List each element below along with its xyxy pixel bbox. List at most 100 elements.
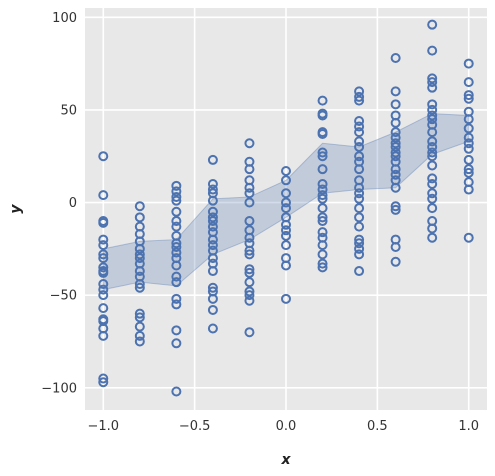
data-point bbox=[98, 290, 109, 301]
data-point bbox=[207, 240, 218, 251]
data-point bbox=[134, 330, 145, 341]
data-point bbox=[390, 53, 401, 64]
data-point bbox=[390, 141, 401, 152]
data-point bbox=[98, 262, 109, 273]
data-point bbox=[317, 151, 328, 162]
data-point bbox=[427, 141, 438, 152]
data-point bbox=[463, 184, 474, 195]
data-point bbox=[171, 386, 182, 397]
data-point bbox=[98, 217, 109, 228]
data-point bbox=[317, 128, 328, 139]
data-point bbox=[317, 164, 328, 175]
y-axis-label: y bbox=[8, 204, 24, 214]
data-point bbox=[244, 216, 255, 227]
data-point bbox=[427, 151, 438, 162]
data-point bbox=[354, 238, 365, 249]
data-point bbox=[244, 277, 255, 288]
data-point bbox=[463, 138, 474, 149]
data-point bbox=[98, 151, 109, 162]
data-point bbox=[390, 132, 401, 143]
data-point bbox=[317, 193, 328, 204]
data-point bbox=[281, 203, 291, 214]
data-point bbox=[463, 90, 474, 101]
data-point bbox=[317, 249, 328, 260]
data-point bbox=[427, 203, 438, 214]
data-point bbox=[281, 230, 291, 241]
data-point bbox=[354, 212, 365, 223]
data-point bbox=[463, 114, 474, 125]
data-point bbox=[281, 188, 291, 199]
data-point bbox=[463, 93, 474, 104]
data-point bbox=[134, 243, 145, 254]
data-point bbox=[207, 266, 218, 277]
data-point bbox=[98, 279, 109, 290]
data-point bbox=[390, 164, 401, 175]
data-point bbox=[244, 197, 255, 208]
data-point bbox=[354, 136, 365, 147]
grid bbox=[85, 8, 487, 410]
data-point bbox=[463, 77, 474, 88]
data-point bbox=[390, 138, 401, 149]
data-point bbox=[390, 256, 401, 267]
data-point bbox=[427, 223, 438, 234]
y-tick-label: −50 bbox=[50, 289, 77, 304]
data-point bbox=[354, 221, 365, 232]
data-point bbox=[427, 77, 438, 88]
data-point bbox=[317, 240, 328, 251]
data-point bbox=[281, 260, 291, 271]
data-point bbox=[171, 241, 182, 252]
data-point bbox=[427, 19, 438, 30]
data-point bbox=[134, 279, 145, 290]
data-point bbox=[207, 253, 218, 264]
data-point bbox=[317, 203, 328, 214]
data-point bbox=[244, 138, 255, 149]
data-point bbox=[244, 249, 255, 260]
data-point bbox=[354, 266, 365, 277]
data-point bbox=[354, 188, 365, 199]
data-point bbox=[427, 104, 438, 115]
data-point bbox=[390, 204, 401, 215]
data-point bbox=[98, 240, 109, 251]
data-point bbox=[390, 99, 401, 110]
data-point bbox=[207, 206, 218, 217]
data-point bbox=[171, 186, 182, 197]
y-tick-label: −100 bbox=[41, 381, 77, 396]
data-point bbox=[463, 123, 474, 134]
data-point bbox=[171, 247, 182, 258]
data-point bbox=[317, 178, 328, 189]
data-point bbox=[207, 184, 218, 195]
data-point bbox=[171, 271, 182, 282]
x-axis-ticks: −1.0 −0.5 0.0 0.5 1.0 bbox=[87, 419, 479, 434]
x-tick-label: 0.5 bbox=[367, 419, 388, 434]
data-point bbox=[281, 240, 291, 251]
x-axis-label: x bbox=[280, 452, 291, 468]
data-point bbox=[98, 267, 109, 278]
data-point bbox=[354, 182, 365, 193]
data-point bbox=[244, 164, 255, 175]
data-point bbox=[463, 132, 474, 143]
data-point bbox=[390, 117, 401, 128]
data-point bbox=[317, 95, 328, 106]
data-point bbox=[281, 175, 291, 186]
data-point bbox=[134, 312, 145, 323]
x-tick-label: 0.0 bbox=[276, 419, 297, 434]
data-point bbox=[244, 188, 255, 199]
data-point bbox=[427, 45, 438, 56]
data-point bbox=[427, 160, 438, 171]
data-point bbox=[98, 253, 109, 264]
data-point bbox=[98, 284, 109, 295]
data-point bbox=[207, 178, 218, 189]
data-point bbox=[427, 136, 438, 147]
data-point bbox=[354, 121, 365, 132]
y-axis-ticks: −100 −50 0 50 100 bbox=[41, 11, 77, 397]
data-point bbox=[98, 373, 109, 384]
data-point bbox=[171, 260, 182, 271]
data-point bbox=[390, 86, 401, 97]
data-point bbox=[171, 299, 182, 310]
data-point bbox=[98, 249, 109, 260]
data-point bbox=[171, 293, 182, 304]
data-point bbox=[134, 308, 145, 319]
data-point bbox=[171, 195, 182, 206]
data-point bbox=[317, 147, 328, 158]
data-point bbox=[207, 323, 218, 334]
